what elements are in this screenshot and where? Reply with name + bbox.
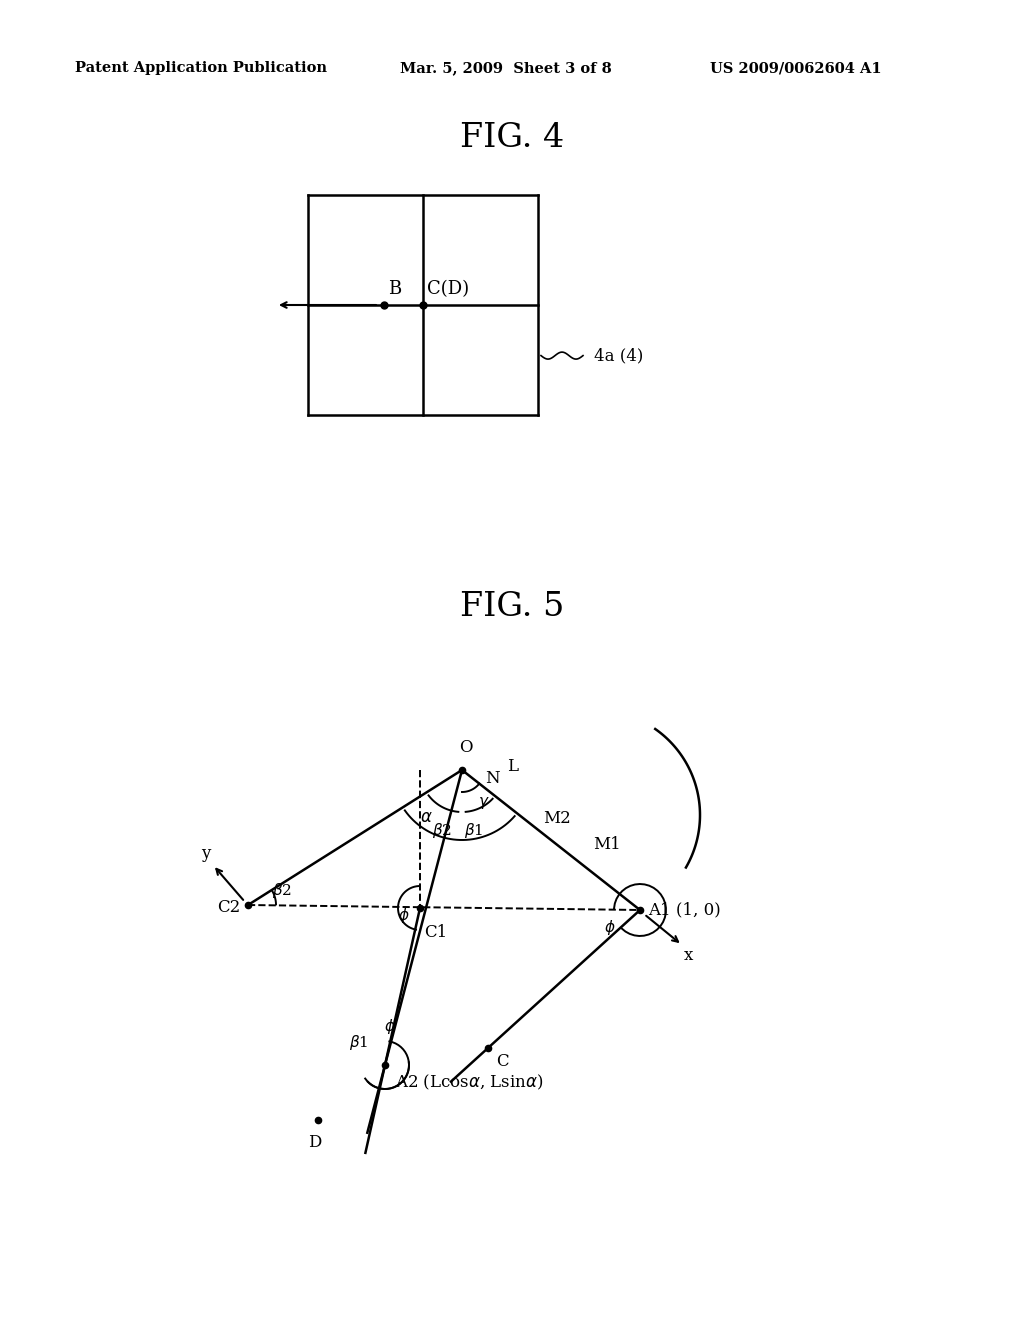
Text: C1: C1 [424,924,447,941]
Text: O: O [459,739,473,756]
Text: US 2009/0062604 A1: US 2009/0062604 A1 [710,61,882,75]
Text: $\phi$: $\phi$ [604,917,615,937]
Text: N: N [485,770,500,787]
Text: $\beta$1: $\beta$1 [464,821,483,840]
Text: $\gamma$: $\gamma$ [478,795,489,810]
Text: $\beta$1: $\beta$1 [349,1034,369,1052]
Text: D: D [308,1134,322,1151]
Text: C: C [496,1053,509,1071]
Text: FIG. 4: FIG. 4 [460,121,564,154]
Text: 4a (4): 4a (4) [594,347,643,364]
Text: A1 (1, 0): A1 (1, 0) [648,902,721,919]
Text: FIG. 5: FIG. 5 [460,591,564,623]
Text: C(D): C(D) [427,280,469,298]
Text: $\phi$: $\phi$ [398,906,410,925]
Text: L: L [507,758,518,775]
Text: Mar. 5, 2009  Sheet 3 of 8: Mar. 5, 2009 Sheet 3 of 8 [400,61,611,75]
Text: M2: M2 [543,810,570,828]
Text: C2: C2 [217,899,240,916]
Text: M1: M1 [593,836,621,853]
Text: x: x [683,948,692,965]
Text: y: y [202,845,211,862]
Text: Patent Application Publication: Patent Application Publication [75,61,327,75]
Text: $\alpha$: $\alpha$ [420,809,432,826]
Text: $\beta$2: $\beta$2 [432,821,452,840]
Text: B: B [388,280,401,298]
Text: $\beta$2: $\beta$2 [272,880,292,900]
Text: A2 (Lcos$\alpha$, Lsin$\alpha$): A2 (Lcos$\alpha$, Lsin$\alpha$) [395,1073,544,1092]
Text: $\phi$: $\phi$ [384,1016,396,1036]
